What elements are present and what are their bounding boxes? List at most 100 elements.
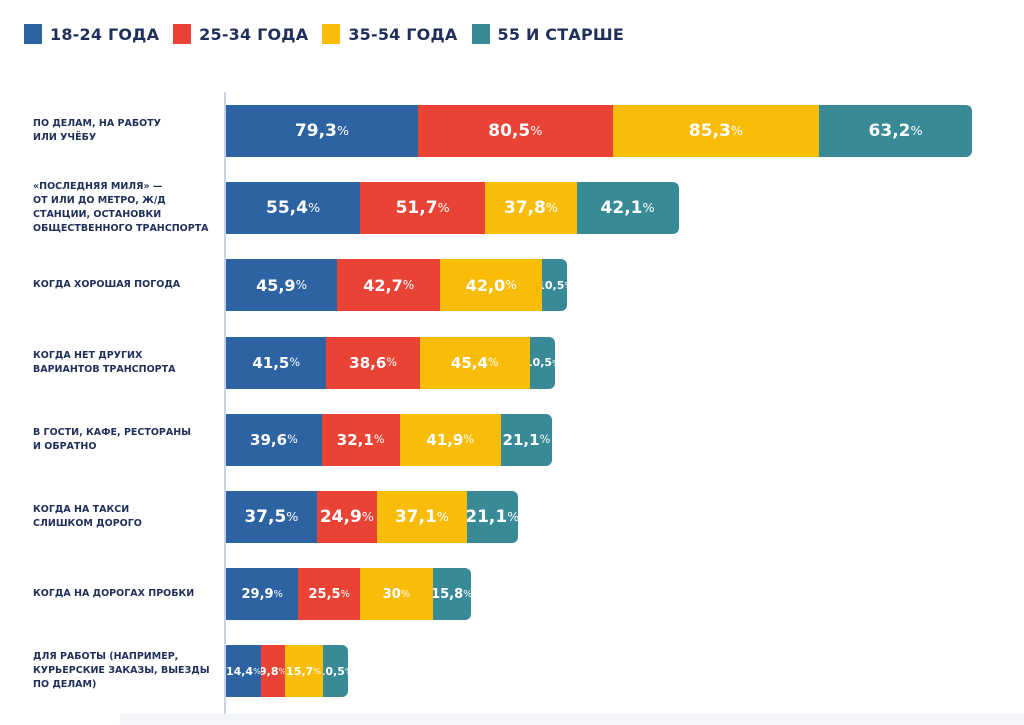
percent-sign: % — [507, 510, 518, 525]
percent-sign: % — [400, 588, 411, 600]
legend-item-1: 18-24 ГОДА — [24, 24, 159, 44]
data-label: 41,9 — [426, 430, 464, 449]
data-label: 15,8 — [432, 586, 464, 602]
category-label-line: ОТ ИЛИ ДО МЕТРО, Ж/Д — [33, 195, 166, 207]
bar-segment: 25,5% — [298, 568, 361, 621]
percent-sign: % — [361, 509, 374, 525]
category-label-line: СТАНЦИИ, ОСТАНОВКИ — [33, 209, 162, 221]
data-label: 42,7 — [363, 275, 403, 295]
bar-segment: 15,8% — [432, 568, 471, 621]
category-label-line: ИЛИ УЧЁБУ — [33, 132, 97, 143]
data-label: 14,4 — [226, 664, 254, 678]
data-label: 80,5 — [488, 121, 531, 141]
bar-segment: 45,9% — [226, 259, 338, 312]
percent-sign: % — [545, 200, 558, 216]
bar-segment: 45,4% — [419, 336, 530, 389]
bar-segment: 24,9% — [316, 491, 377, 543]
bar-row: 55,4% 51,7% 37,8% 42,1% — [226, 182, 679, 235]
percent-sign: % — [505, 278, 517, 293]
category-label: ПО ДЕЛАМ, НА РАБОТУ ИЛИ УЧЁБУ — [33, 117, 213, 145]
data-label: 21,1 — [466, 507, 508, 527]
bar-segment: 51,7% — [360, 182, 486, 235]
bar-segment: 10,5% — [322, 645, 348, 698]
category-label: КОГДА НА ТАКСИ СЛИШКОМ ДОРОГО — [33, 503, 213, 531]
percent-sign: % — [437, 200, 450, 216]
bar-segment: 38,6% — [326, 336, 420, 389]
bar-segment: 55,4% — [226, 182, 361, 235]
bar-segment: 63,2% — [819, 105, 973, 157]
category-label-line: КОГДА НЕТ ДРУГИХ — [33, 349, 143, 361]
category-label: ДЛЯ РАБОТЫ (НАПРИМЕР, КУРЬЕРСКИЕ ЗАКАЗЫ, … — [33, 650, 213, 692]
bar-segment: 42,1% — [576, 182, 679, 235]
percent-sign: % — [642, 200, 655, 216]
bar-segment: 21,1% — [500, 413, 552, 466]
percent-sign: % — [730, 123, 743, 139]
category-label-line: ПО ДЕЛАМ, НА РАБОТУ — [33, 118, 161, 129]
data-label: 21,1 — [502, 430, 540, 449]
percent-sign: % — [253, 666, 261, 677]
data-label: 79,3 — [294, 121, 337, 141]
bar-row: 41,5%38,6%45,4%10,5% — [226, 336, 556, 389]
bar-segment: 29,9% — [226, 568, 299, 621]
bar-segment: 32,1% — [321, 413, 400, 466]
data-label: 37,5 — [244, 507, 287, 527]
bar-segment: 37,1% — [377, 491, 467, 543]
category-label-line: «ПОСЛЕДНЯЯ МИЛЯ» — — [33, 181, 163, 193]
category-label: «ПОСЛЕДНЯЯ МИЛЯ» — ОТ ИЛИ ДО МЕТРО, Ж/Д СТ… — [33, 180, 213, 236]
percent-sign: % — [289, 356, 301, 370]
category-label: КОГДА ХОРОШАЯ ПОГОДА — [33, 278, 213, 292]
bar-segment: 39,6% — [226, 413, 322, 466]
legend-swatch — [322, 24, 341, 44]
legend-item-3: 35-54 ГОДА — [322, 24, 457, 44]
percent-sign: % — [564, 280, 567, 290]
legend-item-4: 55 И СТАРШЕ — [471, 24, 624, 44]
data-label: 38,6 — [349, 353, 387, 372]
bar-segment: 10,5% — [529, 336, 556, 389]
bar-row: 37,5%24,9%37,1%21,1% — [226, 491, 518, 543]
data-label: 55,4 — [265, 198, 308, 219]
percent-sign: % — [295, 278, 307, 293]
data-label: 45,9 — [256, 275, 296, 295]
percent-sign: % — [487, 356, 499, 370]
bar-row: 79,3% 80,5% 85,3% 63,2% — [226, 105, 973, 157]
data-label: 85,3 — [688, 121, 731, 141]
bar-segment: 15,7% — [284, 645, 323, 698]
category-label-line: КОГДА НА ДОРОГАХ ПРОБКИ — [33, 588, 195, 600]
percent-sign: % — [386, 356, 397, 370]
category-label: КОГДА НЕТ ДРУГИХ ВАРИАНТОВ ТРАНСПОРТА — [33, 349, 213, 377]
percent-sign: % — [530, 123, 543, 139]
percent-sign: % — [539, 433, 551, 447]
data-label: 37,8 — [503, 198, 546, 219]
percent-sign: % — [273, 588, 283, 600]
bar-row: 45,9%42,7%42,0%10,5% — [226, 259, 568, 312]
bar-segment: 21,1% — [466, 491, 518, 543]
category-label-line: СЛИШКОМ ДОРОГО — [33, 518, 142, 529]
category-label-line: ПО ДЕЛАМ) — [33, 679, 97, 691]
legend-swatch — [173, 24, 192, 44]
percent-sign: % — [307, 200, 321, 216]
percent-sign: % — [313, 666, 322, 677]
percent-sign: % — [910, 123, 923, 139]
legend-swatch — [471, 24, 490, 44]
bar-segment: 85,3% — [612, 105, 820, 157]
data-label: 45,4 — [450, 353, 488, 372]
data-label: 32,1 — [336, 430, 374, 449]
data-label: 10,5 — [323, 664, 345, 678]
legend-item-2: 25-34 ГОДА — [173, 24, 308, 44]
bar-segment: 42,0% — [440, 259, 543, 312]
y-axis-line — [224, 92, 226, 714]
data-label: 42,0 — [465, 275, 506, 295]
data-label: 9,8 — [260, 664, 279, 678]
percent-sign: % — [336, 123, 349, 139]
bar-row: 29,9%25,5%30%15,8% — [226, 568, 471, 621]
percent-sign: % — [463, 433, 475, 447]
bar-segment: 14,4% — [226, 645, 261, 698]
bar-segment: 41,5% — [226, 336, 327, 389]
category-label: В ГОСТИ, КАФЕ, РЕСТОРАНЫ И ОБРАТНО — [33, 426, 213, 454]
data-label: 51,7 — [395, 198, 438, 219]
data-label: 24,9 — [319, 507, 362, 527]
data-label: 37,1 — [394, 507, 437, 527]
category-label-line: В ГОСТИ, КАФЕ, РЕСТОРАНЫ — [33, 426, 192, 438]
bar-row: 39,6% 32,1% 41,9% 21,1% — [226, 413, 552, 466]
data-label: 42,1 — [600, 198, 643, 219]
